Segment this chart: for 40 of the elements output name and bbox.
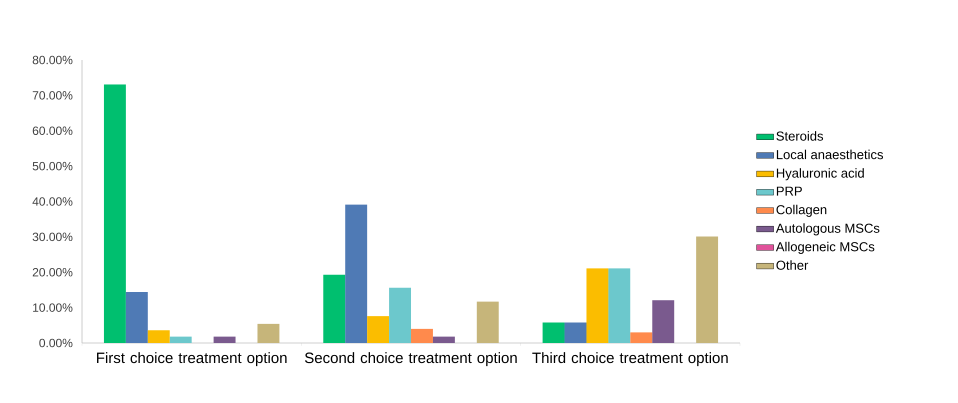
bar: [389, 288, 412, 343]
legend-label: PRP: [776, 186, 802, 196]
y-tick-label: 60.00%: [32, 126, 72, 135]
bar: [170, 336, 192, 343]
bar: [586, 268, 608, 343]
legend-label: Autologous MSCs: [776, 223, 880, 236]
y-tick-label: 80.00%: [32, 56, 72, 64]
bar: [542, 322, 565, 343]
bar: [323, 274, 346, 343]
bar: [257, 324, 280, 343]
bar: [104, 84, 126, 343]
legend-label: Local anaesthetics: [776, 150, 884, 160]
bar: [696, 236, 718, 343]
legend-label: Steroids: [776, 131, 824, 141]
bar: [214, 336, 236, 343]
y-tick-label: 70.00%: [32, 91, 72, 100]
bar: [367, 316, 390, 343]
y-tick-label: 20.00%: [32, 268, 72, 276]
legend-label: Other: [776, 260, 808, 270]
legend-label: Collagen: [776, 204, 826, 217]
x-tick-label: First choice treatment option: [97, 352, 287, 366]
y-tick-label: 0.00%: [39, 338, 72, 348]
y-tick-label: 40.00%: [32, 197, 72, 206]
y-tick-label: 10.00%: [33, 303, 72, 312]
legend-label: Hyaluronic acid: [776, 168, 864, 180]
legend-label: Allogeneic MSCs: [776, 242, 874, 254]
x-tick-label: Second choice treatment option: [304, 352, 517, 366]
bar: [432, 336, 455, 343]
bar: [564, 322, 586, 343]
y-tick-label: 30.00%: [32, 232, 72, 242]
bar: [608, 268, 630, 343]
bar: [411, 328, 433, 343]
y-tick-label: 50.00%: [32, 162, 72, 170]
bar: [345, 204, 368, 343]
x-tick-label: Third choice treatment option: [532, 352, 728, 366]
bar: [630, 332, 652, 343]
bar: [126, 292, 148, 343]
bar: [652, 300, 674, 343]
bar: [148, 330, 170, 343]
bar: [476, 302, 499, 343]
